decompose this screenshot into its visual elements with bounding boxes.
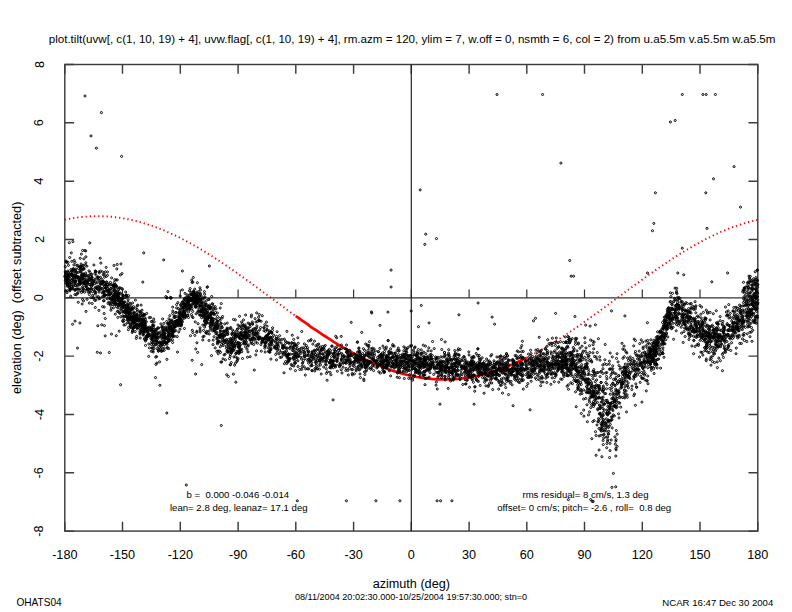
svg-text:-60: -60 bbox=[287, 548, 305, 562]
svg-text:180: 180 bbox=[747, 548, 768, 562]
svg-text:plot.tilt(uvw[, c(1, 10, 19) +: plot.tilt(uvw[, c(1, 10, 19) + 4], uvw.f… bbox=[49, 32, 776, 45]
svg-text:0: 0 bbox=[408, 548, 415, 562]
svg-text:-4: -4 bbox=[33, 409, 47, 420]
svg-text:-90: -90 bbox=[229, 548, 247, 562]
svg-text:90: 90 bbox=[577, 548, 591, 562]
svg-text:-30: -30 bbox=[344, 548, 362, 562]
svg-text:6: 6 bbox=[33, 119, 47, 126]
svg-text:-180: -180 bbox=[52, 548, 77, 562]
svg-text:30: 30 bbox=[462, 548, 476, 562]
svg-text:-120: -120 bbox=[168, 548, 193, 562]
svg-text:8: 8 bbox=[33, 61, 47, 68]
svg-text:-8: -8 bbox=[33, 525, 47, 536]
svg-text:OHATS04: OHATS04 bbox=[16, 597, 62, 608]
svg-text:b = 0.000 -0.046 -0.014: b = 0.000 -0.046 -0.014 bbox=[186, 489, 289, 500]
svg-text:120: 120 bbox=[632, 548, 653, 562]
svg-text:offset= 0 cm/s; pitch= -2.6 ,: offset= 0 cm/s; pitch= -2.6 , roll= 0.8 … bbox=[497, 502, 671, 513]
svg-text:2: 2 bbox=[33, 236, 47, 243]
svg-text:4: 4 bbox=[33, 178, 47, 185]
svg-text:NCAR 16:47 Dec 30 2004: NCAR 16:47 Dec 30 2004 bbox=[662, 597, 774, 608]
svg-text:0: 0 bbox=[33, 294, 47, 301]
svg-text:-6: -6 bbox=[33, 467, 47, 478]
svg-text:elevation (deg) (offset subtr: elevation (deg) (offset subtracted) bbox=[11, 202, 25, 394]
svg-text:08/11/2004 20:02:30.000-10/25/: 08/11/2004 20:02:30.000-10/25/2004 19:57… bbox=[295, 592, 527, 602]
svg-text:lean= 2.8 deg, leanaz= 17.1 de: lean= 2.8 deg, leanaz= 17.1 deg bbox=[170, 502, 308, 513]
svg-text:-2: -2 bbox=[33, 350, 47, 361]
svg-text:rms residual= 8 cm/s, 1.3 deg: rms residual= 8 cm/s, 1.3 deg bbox=[522, 489, 648, 500]
svg-text:60: 60 bbox=[520, 548, 534, 562]
svg-text:-150: -150 bbox=[110, 548, 135, 562]
svg-text:150: 150 bbox=[689, 548, 710, 562]
svg-text:azimuth (deg): azimuth (deg) bbox=[373, 577, 450, 591]
